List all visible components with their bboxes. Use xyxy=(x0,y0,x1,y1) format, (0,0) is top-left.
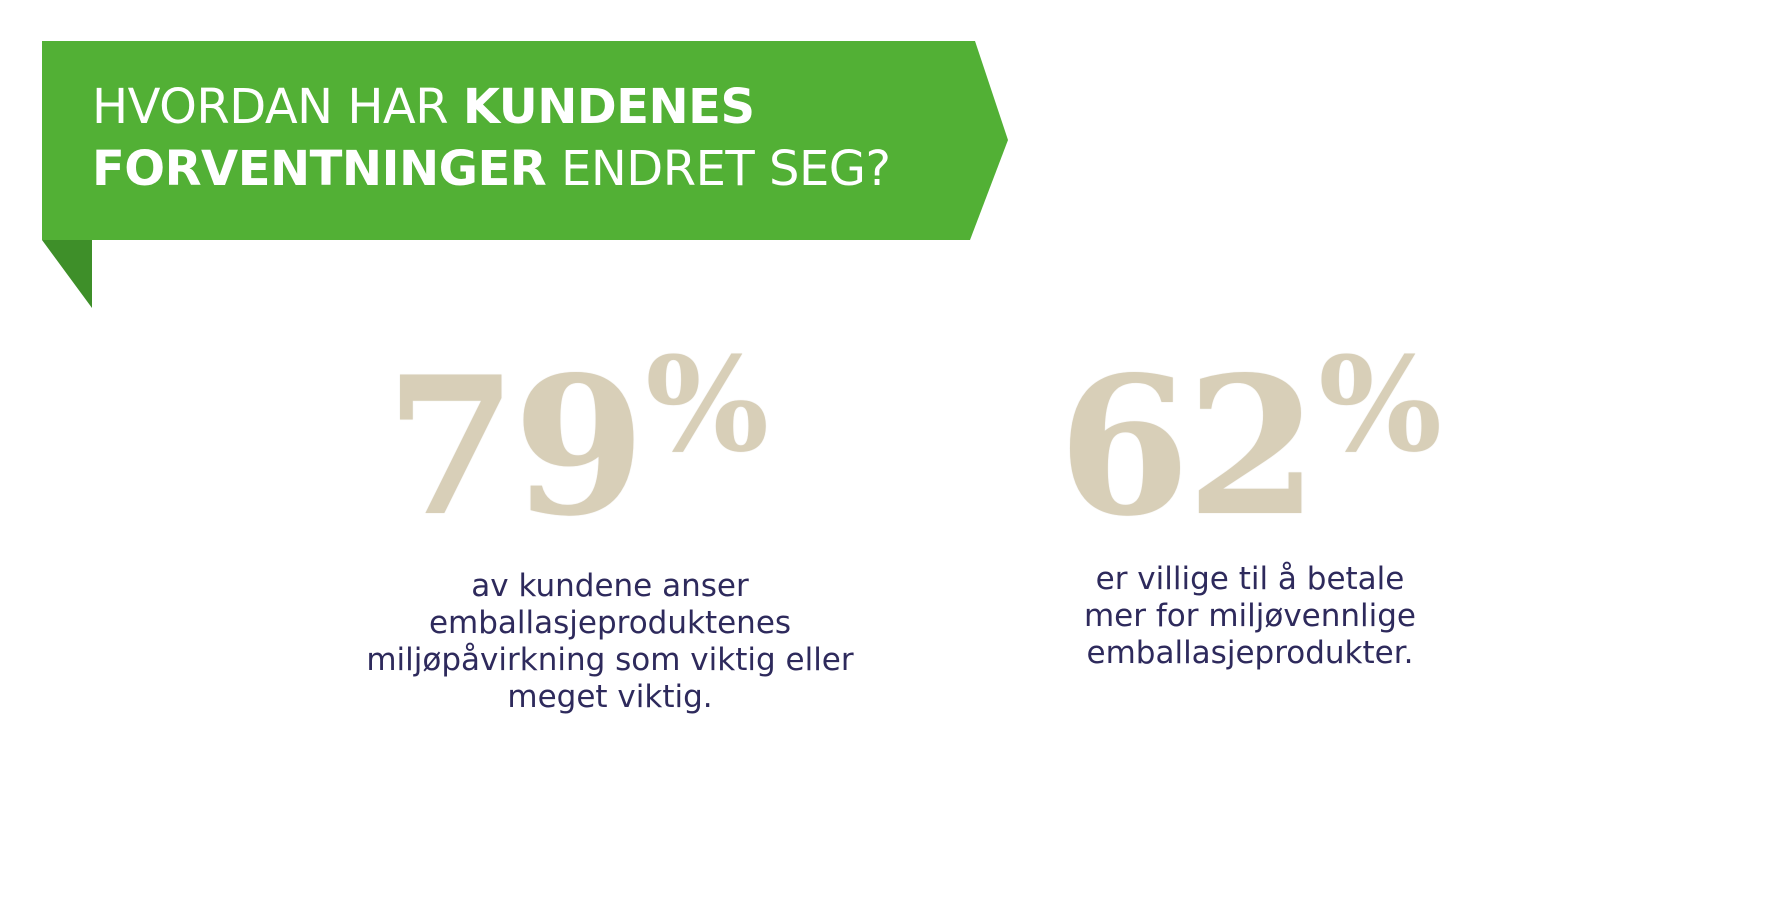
stat-1-description-line: emballasjeproduktenes xyxy=(428,605,792,641)
title-line-2-bold: FORVENTNINGER xyxy=(92,141,547,197)
ribbon-fold xyxy=(42,240,92,308)
title-line-2-light: ENDRET SEG? xyxy=(546,141,891,197)
stat-1-description: av kundene anser emballasjeproduktenes m… xyxy=(360,568,860,716)
stat-1-percentage: 79% xyxy=(385,340,769,542)
stat-1-description-line: av kundene anser xyxy=(471,568,749,604)
stat-2-description-line: emballasjeprodukter. xyxy=(1086,635,1414,671)
stat-1-description-line: meget viktig. xyxy=(507,679,713,715)
stat-2-description-line: er villige til å betale xyxy=(1095,561,1405,597)
stat-2-value: 62 xyxy=(1058,335,1318,558)
ribbon-body xyxy=(42,41,1008,240)
page-title: HVORDAN HAR KUNDENES FORVENTNINGER ENDRE… xyxy=(92,76,972,200)
stat-2-description: er villige til å betale mer for miljøven… xyxy=(1030,561,1470,672)
stat-2-unit: % xyxy=(1318,328,1442,481)
stat-1-description-line: miljøpåvirkning som viktig eller xyxy=(366,642,854,678)
title-line-1-light: HVORDAN HAR xyxy=(92,79,463,135)
stat-1-unit: % xyxy=(645,328,769,481)
stat-2-description-line: mer for miljøvennlige xyxy=(1083,598,1417,634)
stat-2-percentage: 62% xyxy=(1058,340,1442,542)
title-line-2: FORVENTNINGER ENDRET SEG? xyxy=(92,138,972,200)
stat-1-value: 79 xyxy=(385,335,645,558)
title-line-1-bold: KUNDENES xyxy=(462,79,755,135)
title-line-1: HVORDAN HAR KUNDENES xyxy=(92,76,972,138)
